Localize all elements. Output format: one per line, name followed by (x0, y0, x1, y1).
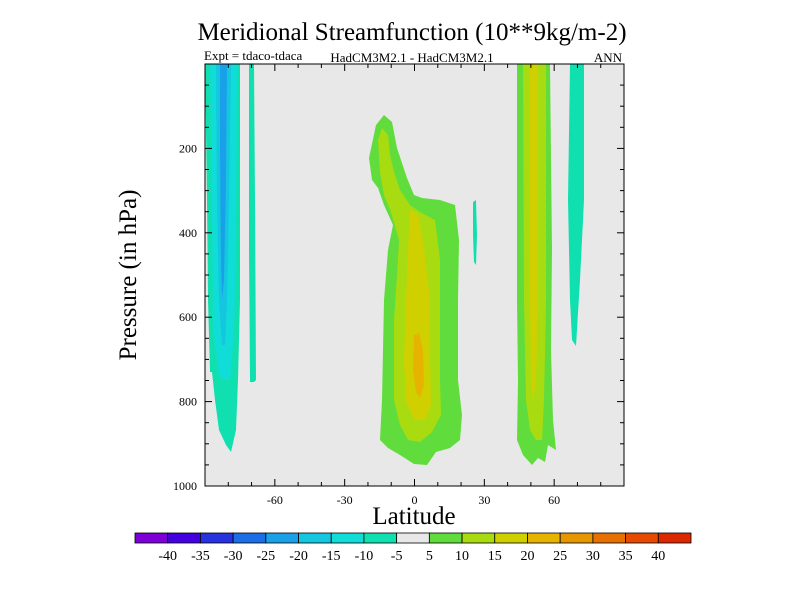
colorbar-swatch (559, 532, 594, 544)
colorbar-swatch (625, 532, 659, 544)
y-tick-label: 200 (179, 141, 197, 155)
y-axis: 200 400 600 800 1000 (173, 84, 624, 493)
season-label: ANN (594, 50, 623, 65)
colorbar-tick-label: -10 (355, 549, 374, 564)
colorbar-swatch (265, 532, 299, 544)
colorbar-tick-label: 20 (520, 549, 534, 564)
colorbar-swatch (363, 532, 398, 544)
experiment-label: Expt = tdaco-tdaca (204, 48, 303, 63)
colorbar-swatch (232, 532, 267, 544)
colorbar-tick-label: -20 (289, 549, 308, 564)
y-tick-label: 400 (179, 226, 197, 240)
colorbar-swatch (657, 532, 692, 544)
northern-positive-cell-core (530, 64, 538, 400)
colorbar-tick-label: 35 (619, 549, 633, 564)
x-axis-label: Latitude (372, 503, 455, 530)
small-isolated-negative (473, 200, 477, 265)
southern-negative-cell-inner (220, 64, 227, 300)
colorbar-tick-labels: -40 -35 -30 -25 -20 -15 -10 -5 5 10 15 20 25 30 35 40 (158, 549, 665, 564)
y-tick-label: 600 (179, 310, 197, 324)
colorbar-swatch (167, 532, 201, 544)
chart-title: Meridional Streamfunction (10**9kg/m-2) (197, 19, 626, 46)
colorbar-tick-label: 5 (426, 549, 433, 564)
southern-narrow-negative (249, 64, 256, 382)
y-tick-label: 800 (179, 395, 197, 409)
colorbar-tick-label: -15 (322, 549, 341, 564)
equatorial-positive-cell-peak (413, 333, 424, 398)
northern-negative-column (568, 64, 584, 346)
colorbar-swatch (200, 532, 234, 544)
y-tick-label: 1000 (173, 479, 197, 493)
colorbar (134, 532, 692, 544)
colorbar-tick-label: -35 (191, 549, 210, 564)
colorbar-swatch (330, 532, 365, 544)
colorbar-tick-label: 25 (553, 549, 567, 564)
equatorial-positive-cell-core (404, 210, 431, 420)
colorbar-swatch (461, 532, 496, 544)
x-tick-label: -30 (337, 493, 353, 507)
x-tick-label: 0 (412, 493, 418, 507)
colorbar-swatch (494, 532, 528, 544)
colorbar-tick-label: 15 (488, 549, 502, 564)
colorbar-tick-label: 10 (455, 549, 469, 564)
y-axis-label: Pressure (in hPa) (115, 190, 142, 361)
contour-fills (205, 64, 584, 465)
colorbar-swatch (428, 532, 463, 544)
x-tick-label: -60 (267, 493, 283, 507)
colorbar-swatch (592, 532, 626, 544)
x-tick-label: 60 (548, 493, 560, 507)
colorbar-tick-label: 40 (651, 549, 665, 564)
model-label: HadCM3M2.1 - HadCM3M2.1 (330, 50, 493, 65)
colorbar-tick-label: -40 (158, 549, 177, 564)
colorbar-tick-label: -25 (256, 549, 275, 564)
colorbar-tick-label: -30 (224, 549, 243, 564)
colorbar-tick-label: 30 (586, 549, 600, 564)
x-axis: -60 -30 0 30 60 (227, 64, 602, 507)
x-tick-label: 30 (478, 493, 490, 507)
colorbar-swatch (298, 532, 332, 544)
colorbar-swatch (527, 532, 561, 544)
colorbar-tick-label: -5 (391, 549, 403, 564)
colorbar-swatch (396, 532, 430, 544)
colorbar-swatch (134, 532, 169, 544)
